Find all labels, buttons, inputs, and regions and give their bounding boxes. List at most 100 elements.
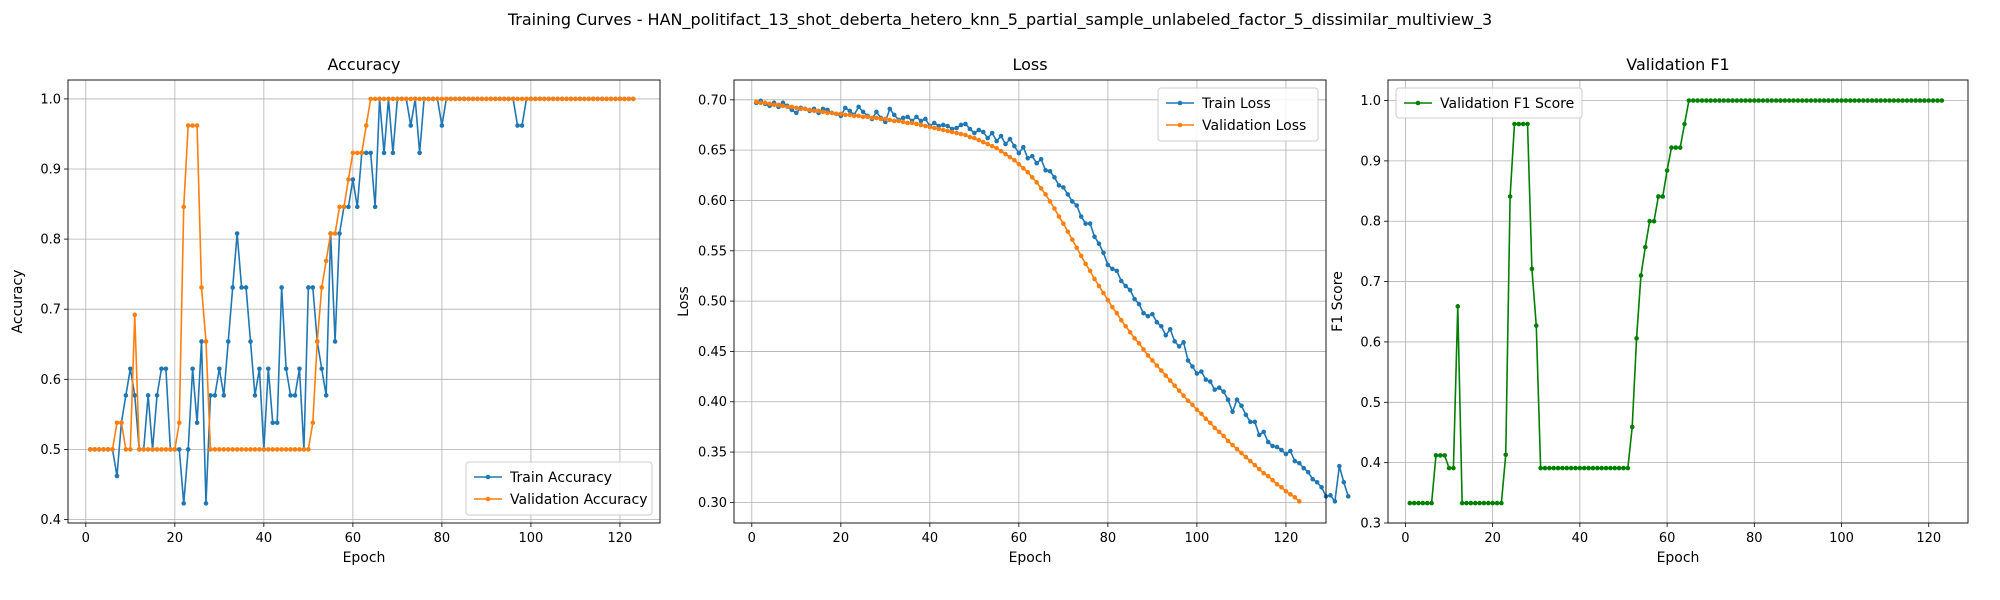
data-point	[328, 231, 333, 236]
data-point	[1234, 446, 1240, 452]
data-point	[785, 104, 790, 110]
data-point	[851, 113, 857, 119]
data-point	[802, 106, 808, 112]
data-point	[1533, 323, 1539, 328]
data-point	[829, 110, 835, 116]
x-tick-label: 40	[256, 531, 273, 546]
data-point	[225, 339, 231, 344]
data-point	[994, 145, 999, 151]
data-point	[753, 99, 759, 105]
data-point	[1292, 458, 1298, 464]
y-tick-label: 0.50	[698, 295, 727, 310]
data-point	[847, 112, 853, 118]
data-point	[1092, 276, 1097, 282]
data-point	[279, 447, 284, 452]
data-point	[1047, 199, 1053, 204]
data-point	[860, 109, 866, 115]
data-point	[1494, 500, 1500, 506]
data-point	[1216, 429, 1222, 435]
data-point	[1216, 385, 1222, 390]
data-point	[412, 96, 418, 102]
y-axis-label: Accuracy	[10, 270, 26, 334]
data-point	[900, 115, 906, 121]
data-point	[1288, 492, 1293, 497]
data-point	[1203, 377, 1209, 382]
data-point	[239, 447, 244, 452]
data-point	[1769, 98, 1775, 103]
data-point	[1310, 476, 1315, 482]
data-point	[270, 447, 276, 452]
data-point	[248, 339, 253, 344]
data-point	[1345, 494, 1351, 499]
data-point	[1012, 157, 1017, 163]
y-tick-label: 1.0	[40, 92, 61, 107]
data-point	[1516, 121, 1522, 127]
data-point	[1529, 266, 1535, 272]
x-tick-label: 80	[434, 531, 451, 546]
data-point	[1922, 98, 1927, 103]
data-point	[1221, 389, 1226, 394]
data-point	[346, 177, 351, 182]
data-point	[1172, 339, 1177, 344]
data-point	[1332, 499, 1338, 504]
data-point	[306, 285, 311, 290]
data-point	[1163, 373, 1169, 378]
data-point	[1935, 98, 1940, 103]
data-point	[323, 258, 329, 264]
data-point	[1021, 165, 1026, 171]
x-tick-label: 60	[345, 531, 362, 546]
data-point	[1499, 500, 1504, 506]
data-point	[306, 447, 311, 452]
data-point	[217, 366, 222, 372]
data-point	[1301, 465, 1307, 471]
data-point	[132, 393, 138, 398]
data-point	[1069, 237, 1075, 243]
data-point	[1642, 244, 1648, 250]
data-point	[1686, 98, 1692, 103]
data-point	[1664, 168, 1670, 173]
data-point	[998, 148, 1004, 154]
axes-frame	[67, 79, 661, 524]
data-point	[1199, 369, 1204, 374]
data-point	[1634, 336, 1639, 341]
y-tick-label: 0.4	[1360, 456, 1381, 471]
data-point	[1021, 144, 1026, 150]
data-point	[176, 447, 182, 452]
data-point	[1212, 387, 1218, 392]
data-point	[1520, 121, 1526, 127]
data-point	[1029, 153, 1035, 159]
data-point	[1190, 364, 1195, 369]
data-point	[1629, 424, 1635, 430]
data-point	[270, 420, 276, 426]
data-point	[1261, 470, 1266, 476]
data-point	[559, 96, 565, 102]
x-tick-label: 0	[748, 531, 756, 546]
data-point	[239, 285, 244, 290]
data-point	[1869, 98, 1875, 103]
validation-f1-panel: 0 20 40 60 80 100 120 0.3 0.4 0.5 0.6 0.7 0.8 0.9 1.0 V…	[1330, 55, 1969, 566]
data-point	[564, 96, 569, 102]
data-point	[225, 447, 231, 452]
data-point	[1861, 98, 1866, 103]
data-point	[1826, 98, 1831, 103]
data-point	[114, 473, 120, 479]
data-point	[475, 96, 480, 102]
data-point	[1132, 336, 1137, 341]
data-point	[288, 447, 293, 452]
data-point	[1486, 500, 1491, 506]
data-point	[150, 447, 155, 452]
data-point	[1248, 419, 1253, 425]
data-point	[377, 96, 382, 102]
y-axis-label: Loss	[676, 286, 692, 317]
data-point	[1817, 98, 1823, 103]
data-point	[1167, 378, 1173, 383]
data-point	[1472, 500, 1478, 506]
data-point	[1647, 218, 1652, 224]
data-point	[1926, 98, 1932, 103]
data-point	[1083, 261, 1088, 267]
data-point	[1407, 500, 1413, 506]
data-point	[417, 96, 422, 102]
data-point	[1704, 98, 1709, 103]
data-point	[350, 150, 356, 156]
data-point	[1599, 465, 1604, 471]
